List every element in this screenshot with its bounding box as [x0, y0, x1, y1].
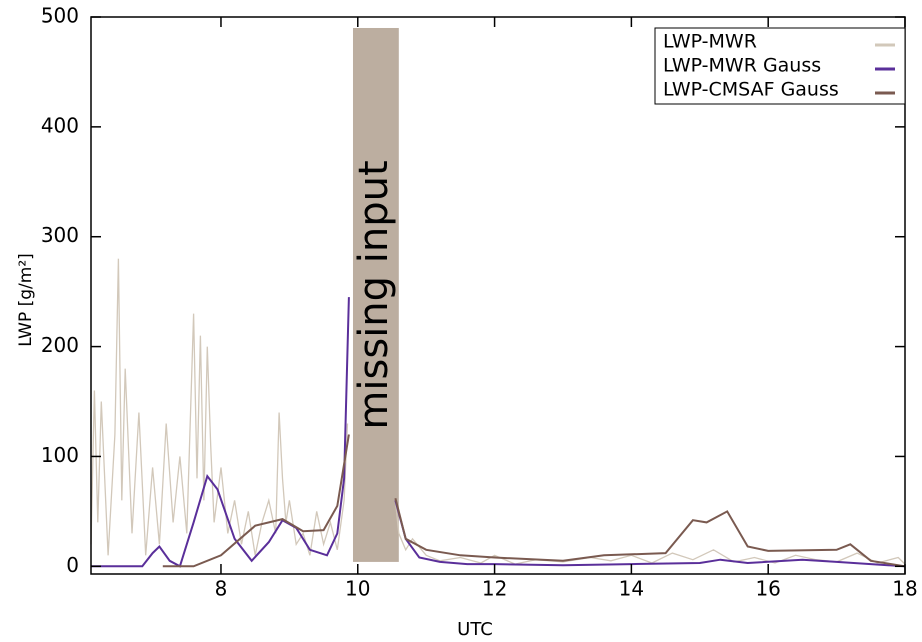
legend-label: LWP-MWR: [663, 31, 757, 53]
x-axis-label: UTC: [457, 619, 493, 640]
annotation-text: missing input: [351, 160, 397, 429]
x-tick-label: 16: [755, 577, 780, 601]
y-tick-label: 500: [41, 4, 79, 28]
series-line: [91, 297, 906, 568]
y-tick-label: 400: [41, 113, 79, 137]
x-tick-label: 8: [215, 577, 228, 601]
legend-box: [654, 27, 906, 105]
x-tick-label: 10: [345, 577, 370, 601]
y-tick-label: 100: [41, 443, 79, 467]
plot-frame: [90, 16, 906, 575]
y-tick-label: 200: [41, 333, 79, 357]
y-tick-label: 300: [41, 223, 79, 247]
missing-span: [352, 27, 399, 562]
legend-label: LWP-MWR Gauss: [663, 55, 821, 77]
series-line: [162, 434, 906, 568]
x-tick-label: 18: [892, 577, 917, 601]
x-tick-label: 14: [619, 577, 644, 601]
legend-label: LWP-CMSAF Gauss: [663, 79, 839, 101]
y-tick-label: 0: [66, 553, 79, 577]
y-axis-label: LWP [g/m²]: [16, 253, 36, 347]
x-tick-label: 12: [482, 577, 507, 601]
series-line: [90, 258, 906, 565]
